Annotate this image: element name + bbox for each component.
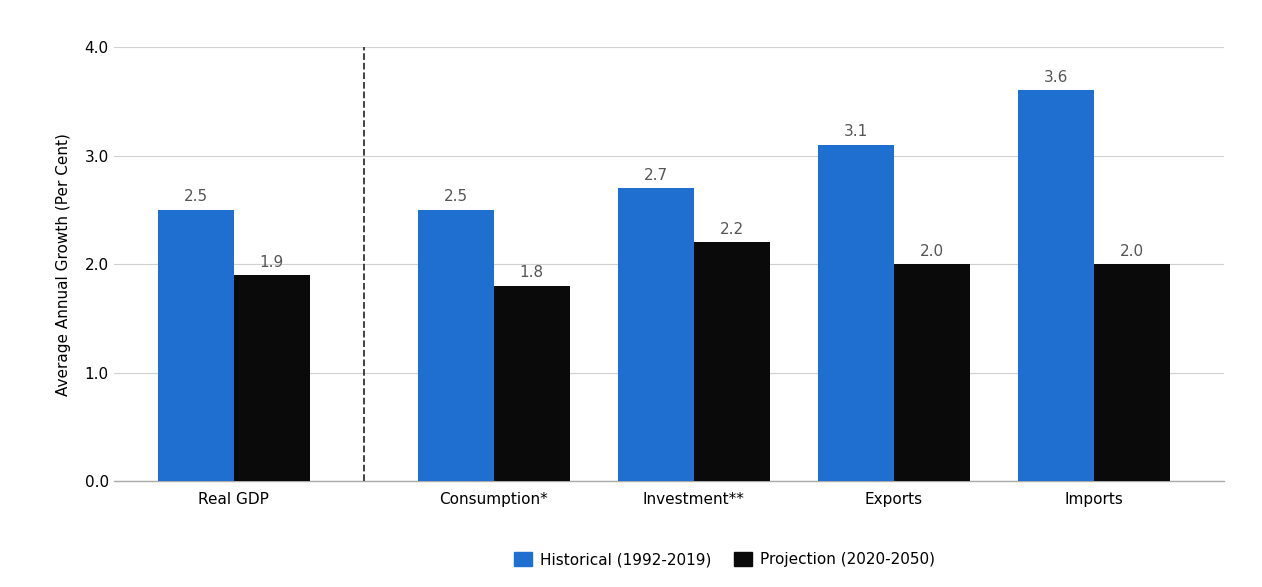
Bar [893, 264, 970, 481]
Text: 2.7: 2.7 [644, 168, 668, 183]
Bar [1018, 90, 1094, 481]
Bar [233, 275, 309, 481]
Text: 2.5: 2.5 [183, 190, 208, 204]
Y-axis label: Average Annual Growth (Per Cent): Average Annual Growth (Per Cent) [56, 133, 71, 396]
Legend: Historical (1992-2019), Projection (2020-2050): Historical (1992-2019), Projection (2020… [507, 545, 941, 573]
Text: 2.2: 2.2 [719, 222, 745, 237]
Bar [418, 210, 493, 481]
Text: 2.0: 2.0 [920, 244, 944, 259]
Text: 2.0: 2.0 [1121, 244, 1145, 259]
Text: 1.8: 1.8 [520, 265, 544, 281]
Bar [493, 286, 570, 481]
Bar [618, 188, 694, 481]
Text: 2.5: 2.5 [444, 190, 468, 204]
Text: 3.6: 3.6 [1044, 70, 1068, 85]
Bar [694, 242, 770, 481]
Text: 3.1: 3.1 [844, 124, 868, 139]
Text: 1.9: 1.9 [260, 255, 284, 269]
Bar [818, 144, 893, 481]
Bar [158, 210, 233, 481]
Bar [1094, 264, 1170, 481]
